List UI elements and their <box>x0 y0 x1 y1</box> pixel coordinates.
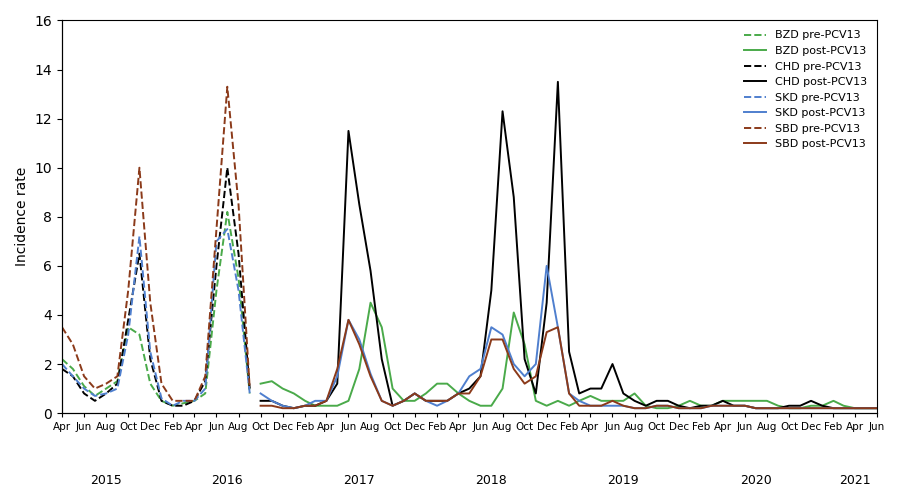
Text: 2020: 2020 <box>740 474 771 486</box>
Text: 2015: 2015 <box>90 474 122 486</box>
Text: 2018: 2018 <box>475 474 508 486</box>
Text: 2019: 2019 <box>608 474 639 486</box>
Text: 2017: 2017 <box>344 474 375 486</box>
Text: 2016: 2016 <box>212 474 243 486</box>
Text: 2021: 2021 <box>839 474 870 486</box>
Legend: BZD pre-PCV13, BZD post-PCV13, CHD pre-PCV13, CHD post-PCV13, SKD pre-PCV13, SKD: BZD pre-PCV13, BZD post-PCV13, CHD pre-P… <box>739 26 871 154</box>
Y-axis label: Incidence rate: Incidence rate <box>15 167 29 266</box>
